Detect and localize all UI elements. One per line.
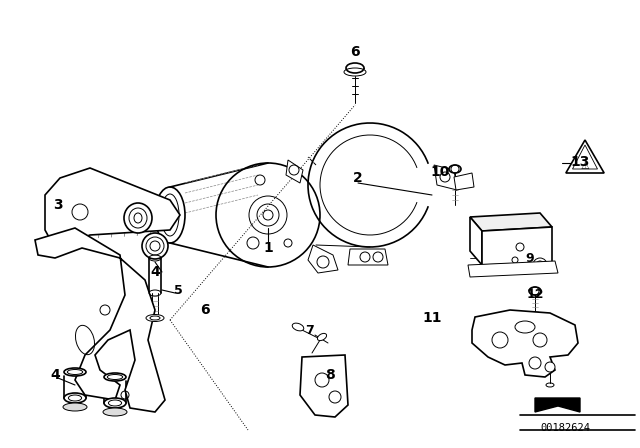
Text: 5: 5: [173, 284, 182, 297]
Polygon shape: [45, 168, 180, 248]
Text: 6: 6: [350, 45, 360, 59]
Text: 3: 3: [53, 198, 63, 212]
Ellipse shape: [64, 393, 86, 403]
Text: 8: 8: [325, 368, 335, 382]
Polygon shape: [454, 173, 474, 190]
Polygon shape: [566, 140, 604, 173]
Text: 13: 13: [570, 155, 589, 169]
Polygon shape: [482, 227, 552, 265]
Ellipse shape: [104, 373, 126, 381]
Ellipse shape: [124, 203, 152, 233]
Text: ⚠: ⚠: [580, 161, 589, 171]
Polygon shape: [434, 165, 457, 190]
Polygon shape: [35, 228, 165, 412]
Ellipse shape: [317, 333, 326, 340]
Circle shape: [545, 362, 555, 372]
Polygon shape: [348, 249, 388, 265]
Polygon shape: [535, 398, 580, 412]
Polygon shape: [472, 310, 578, 377]
Text: 4: 4: [50, 368, 60, 382]
Text: 7: 7: [306, 323, 314, 336]
Ellipse shape: [142, 233, 168, 259]
Ellipse shape: [529, 287, 541, 295]
Text: 00182624: 00182624: [540, 423, 590, 433]
Polygon shape: [470, 217, 482, 265]
Ellipse shape: [146, 314, 164, 322]
Circle shape: [533, 258, 547, 272]
Ellipse shape: [104, 398, 126, 408]
Polygon shape: [470, 213, 552, 231]
Text: 1: 1: [263, 241, 273, 255]
Text: 10: 10: [430, 165, 450, 179]
Text: 12: 12: [526, 289, 544, 302]
Text: 2: 2: [353, 171, 363, 185]
Polygon shape: [300, 355, 348, 417]
Polygon shape: [573, 145, 598, 169]
Ellipse shape: [64, 368, 86, 376]
Polygon shape: [286, 160, 303, 183]
Ellipse shape: [346, 63, 364, 73]
Text: 4: 4: [150, 265, 160, 279]
Text: 6: 6: [200, 303, 210, 317]
Text: 11: 11: [422, 311, 442, 325]
Ellipse shape: [449, 165, 461, 173]
Ellipse shape: [292, 323, 304, 331]
Ellipse shape: [63, 403, 87, 411]
Ellipse shape: [103, 408, 127, 416]
Polygon shape: [468, 261, 558, 277]
Polygon shape: [308, 245, 338, 273]
Text: 9: 9: [525, 251, 534, 264]
